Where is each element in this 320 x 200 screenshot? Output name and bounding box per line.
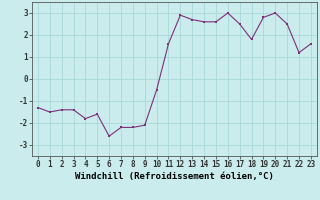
X-axis label: Windchill (Refroidissement éolien,°C): Windchill (Refroidissement éolien,°C) <box>75 172 274 181</box>
